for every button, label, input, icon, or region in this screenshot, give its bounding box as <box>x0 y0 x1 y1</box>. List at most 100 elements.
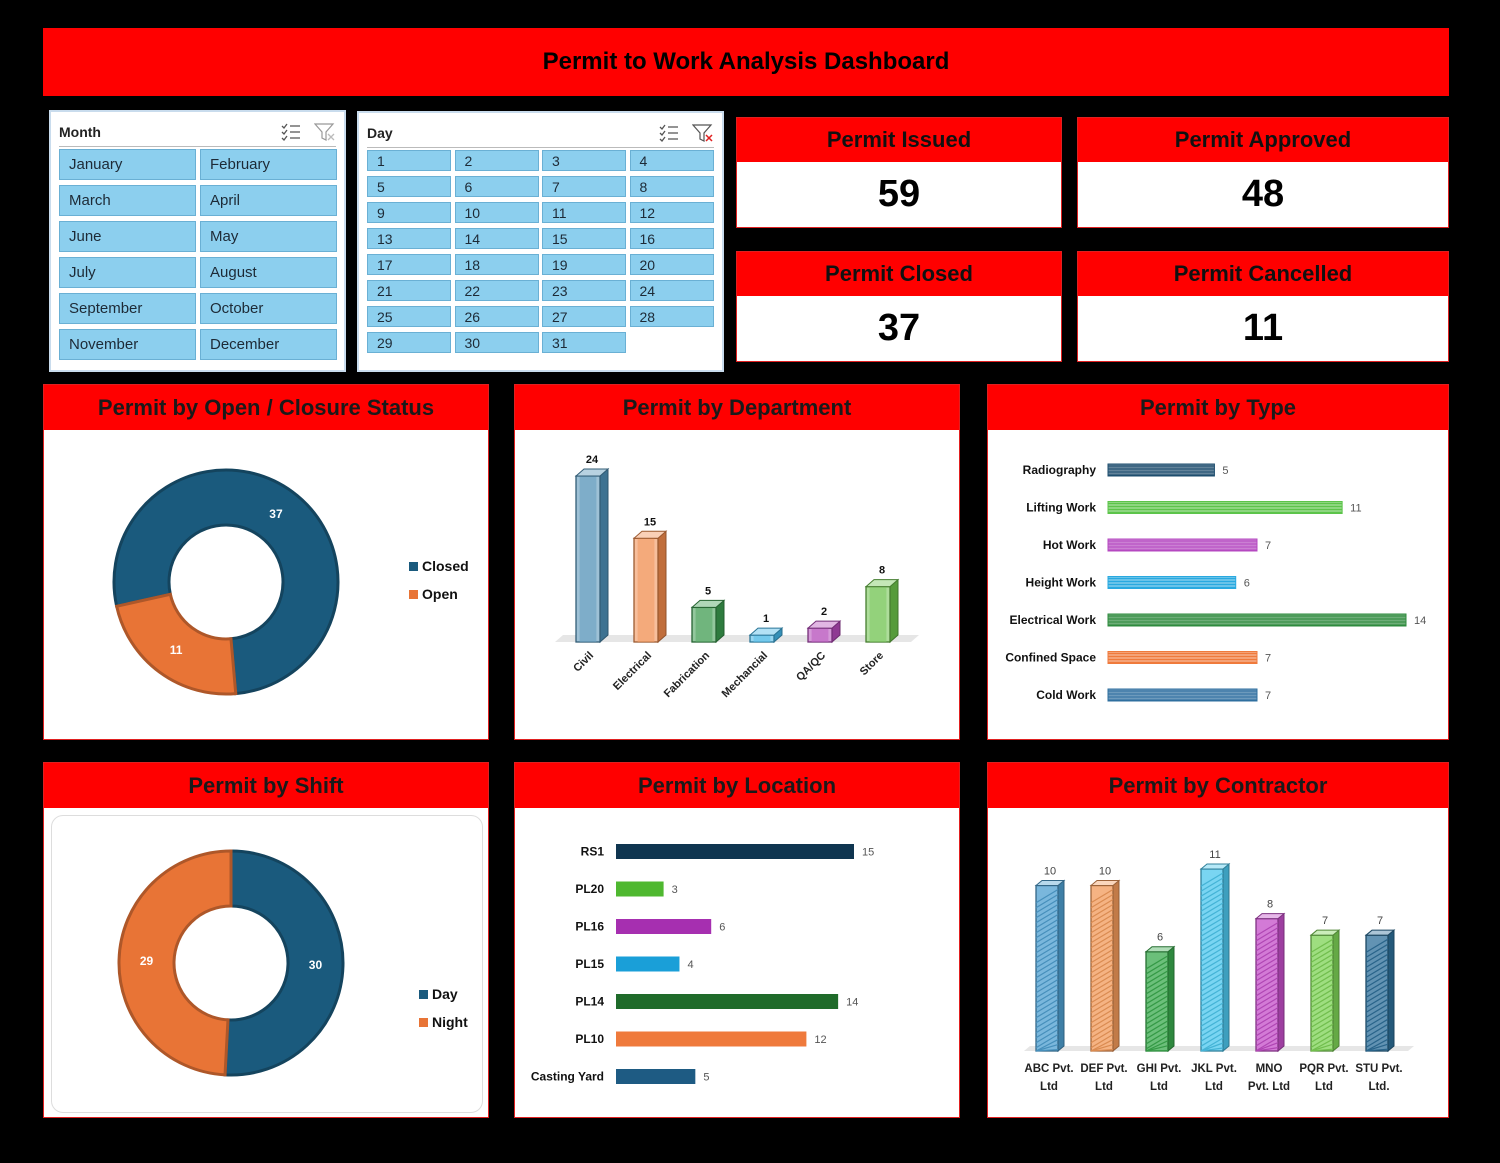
hatch-line <box>1310 968 1334 983</box>
hatch-line <box>1310 958 1334 973</box>
hatch-line <box>1090 1039 1114 1052</box>
hatch-line <box>1255 922 1279 937</box>
y-tick-label-pl20: PL20 <box>575 882 604 896</box>
hatch-line <box>1310 953 1334 968</box>
column-jkl-pvt-ltd <box>1199 862 1231 1053</box>
day-button-2[interactable]: 2 <box>454 150 539 171</box>
day-button-14[interactable]: 14 <box>454 228 539 249</box>
clear-filter-icon[interactable] <box>692 123 714 143</box>
hatch-line <box>1200 1032 1224 1047</box>
day-button-6[interactable]: 6 <box>454 176 539 197</box>
hatch-line <box>1255 1037 1279 1052</box>
hatch-line <box>1145 970 1169 985</box>
hatch-line <box>1090 1019 1114 1034</box>
hatch-line <box>1255 952 1279 967</box>
month-button-january[interactable]: January <box>59 149 196 180</box>
day-button-12[interactable]: 12 <box>629 202 714 223</box>
hatch-line <box>1200 1002 1224 1017</box>
column-data-label: 10 <box>1099 866 1111 878</box>
hatch-line <box>1200 907 1224 922</box>
hatch-line <box>1145 1015 1169 1030</box>
x-tick-label-qa-qc: QA/QC <box>794 650 828 684</box>
panel-title: Permit by Shift <box>44 763 488 808</box>
day-button-19[interactable]: 19 <box>542 254 626 275</box>
hatch-line <box>1255 957 1279 972</box>
hatch-line <box>1090 889 1114 904</box>
month-button-december[interactable]: December <box>200 329 337 360</box>
month-button-september[interactable]: September <box>59 293 196 324</box>
day-button-27[interactable]: 27 <box>542 306 626 327</box>
day-button-28[interactable]: 28 <box>629 306 714 327</box>
day-button-24[interactable]: 24 <box>629 280 714 301</box>
bar-data-label: 5 <box>703 1072 709 1084</box>
x-tick-label: Ltd <box>1040 1081 1058 1093</box>
day-button-25[interactable]: 25 <box>367 306 451 327</box>
day-button-10[interactable]: 10 <box>454 202 539 223</box>
day-button-13[interactable]: 13 <box>367 228 451 249</box>
month-button-june[interactable]: June <box>59 221 196 252</box>
contractor-panel: Permit by Contractor 10 10 6 11 8 7 7 ABC Pvt. L… <box>987 762 1449 1118</box>
day-button-23[interactable]: 23 <box>542 280 626 301</box>
day-button-21[interactable]: 21 <box>367 280 451 301</box>
month-button-august[interactable]: August <box>200 257 337 288</box>
column-pqr-pvt-ltd <box>1309 929 1341 1053</box>
column-highlight <box>753 635 771 642</box>
type-bar-chart: Radiography 5 Lifting Work 11 Hot Work 7 Heigh… <box>1005 463 1426 702</box>
hatch-line <box>1090 1014 1114 1029</box>
day-button-17[interactable]: 17 <box>367 254 451 275</box>
hatch-line <box>1365 948 1389 963</box>
day-button-9[interactable]: 9 <box>367 202 451 223</box>
month-button-february[interactable]: February <box>200 149 337 180</box>
kpi-value: 59 <box>877 173 921 215</box>
day-button-15[interactable]: 15 <box>542 228 626 249</box>
hatch-line <box>1035 949 1059 964</box>
column-highlight <box>869 586 887 642</box>
hatch-line <box>1035 1034 1059 1049</box>
day-button-11[interactable]: 11 <box>542 202 626 223</box>
day-button-30[interactable]: 30 <box>454 332 539 353</box>
column-side <box>599 467 609 644</box>
panel-title: Permit by Open / Closure Status <box>44 385 488 430</box>
column-data-label: 11 <box>1209 849 1220 861</box>
bar-confined-space <box>1107 651 1258 664</box>
day-button-1[interactable]: 1 <box>367 150 451 171</box>
donut-slice-day <box>223 849 345 1077</box>
day-button-3[interactable]: 3 <box>542 150 626 171</box>
day-button-31[interactable]: 31 <box>542 332 626 353</box>
day-button-20[interactable]: 20 <box>629 254 714 275</box>
hatch-line <box>1365 953 1389 968</box>
day-button-5[interactable]: 5 <box>367 176 451 197</box>
location-panel: Permit by Location RS1 15 PL20 3 PL16 6 PL15 4 P… <box>514 762 960 1118</box>
hatch-line <box>1255 972 1279 987</box>
month-button-july[interactable]: July <box>59 257 196 288</box>
month-button-may[interactable]: May <box>200 221 337 252</box>
column-highlight <box>695 607 713 642</box>
day-button-18[interactable]: 18 <box>454 254 539 275</box>
clear-filter-icon[interactable] <box>314 122 336 142</box>
day-button-7[interactable]: 7 <box>542 176 626 197</box>
hatch-line <box>1035 1004 1059 1019</box>
month-slicer-header: Month <box>59 118 336 147</box>
day-button-22[interactable]: 22 <box>454 280 539 301</box>
day-button-4[interactable]: 4 <box>629 150 714 171</box>
day-button-16[interactable]: 16 <box>629 228 714 249</box>
hatch-line <box>1145 975 1169 990</box>
multi-select-icon[interactable] <box>280 122 302 142</box>
day-button-29[interactable]: 29 <box>367 332 451 353</box>
column-top <box>1309 929 1341 936</box>
multi-select-icon[interactable] <box>658 123 680 143</box>
month-button-october[interactable]: October <box>200 293 337 324</box>
day-button-26[interactable]: 26 <box>454 306 539 327</box>
hatch-line <box>1200 877 1224 892</box>
month-button-march[interactable]: March <box>59 185 196 216</box>
hatch-line <box>1200 1022 1224 1037</box>
month-button-april[interactable]: April <box>200 185 337 216</box>
hatch-line <box>1200 1047 1224 1052</box>
hatch-line <box>1365 938 1389 953</box>
day-button-8[interactable]: 8 <box>629 176 714 197</box>
month-button-november[interactable]: November <box>59 329 196 360</box>
hatch-line <box>1255 982 1279 997</box>
x-tick-label: PQR Pvt. <box>1299 1063 1348 1075</box>
hatch-line <box>1255 1007 1279 1022</box>
hatch-line <box>1145 1000 1169 1015</box>
